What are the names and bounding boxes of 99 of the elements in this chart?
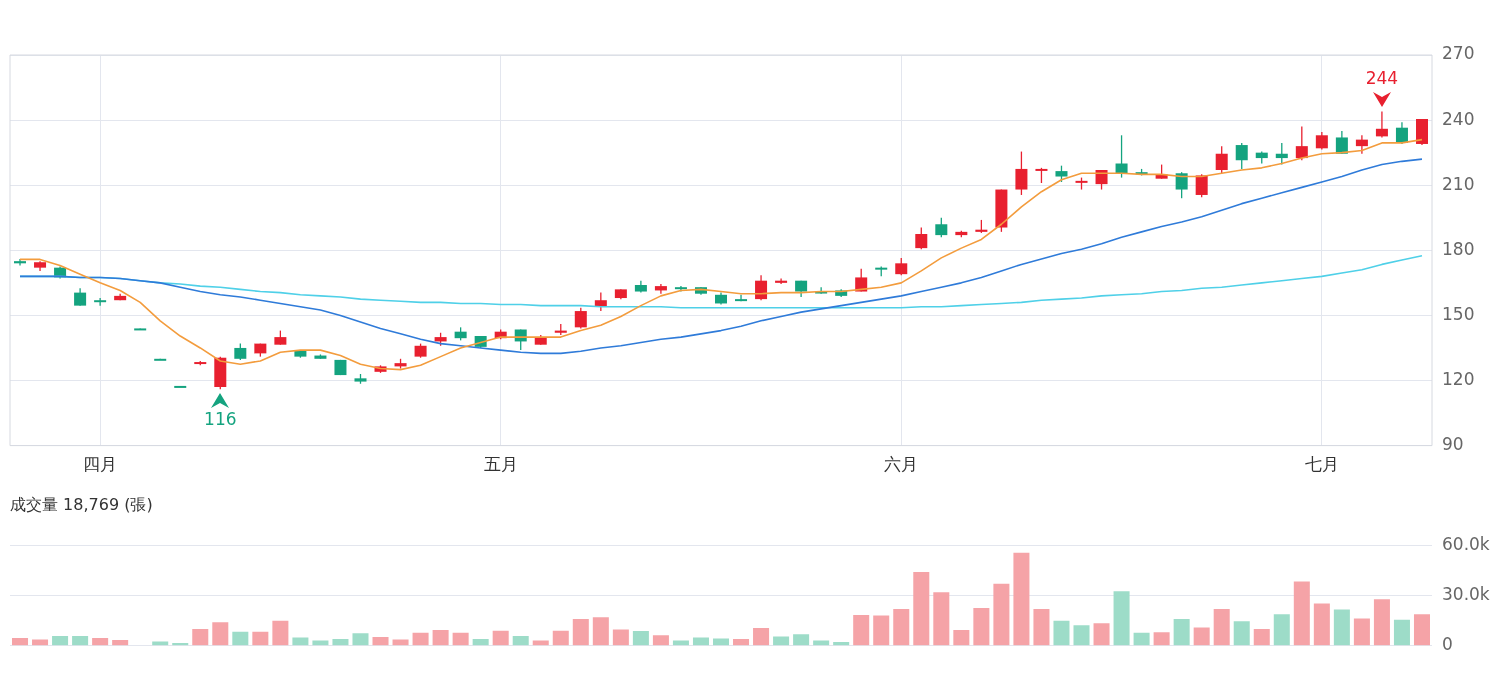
bar <box>92 637 109 646</box>
bar <box>893 608 910 646</box>
y-tick-label: 180 <box>1442 238 1475 259</box>
bar <box>472 639 489 646</box>
bar <box>933 592 950 646</box>
y-tick-label: 150 <box>1442 303 1475 324</box>
x-tick-label: 五月 <box>483 454 518 475</box>
bar <box>1033 609 1050 646</box>
bar <box>632 631 649 646</box>
bar <box>953 630 970 646</box>
bar <box>332 639 349 646</box>
candlestick <box>1275 142 1288 166</box>
bar <box>853 614 870 646</box>
candlestick <box>1375 110 1388 139</box>
x-tick-label: 四月 <box>83 454 118 475</box>
bar <box>32 639 49 646</box>
candlestick <box>1175 171 1188 199</box>
bar <box>873 615 890 646</box>
bar <box>1213 609 1230 646</box>
bar <box>1053 620 1070 646</box>
bar <box>1413 614 1430 646</box>
annotation: 116 <box>204 409 237 430</box>
candlestick <box>1235 142 1248 170</box>
bar <box>1393 619 1410 646</box>
bar <box>733 639 750 646</box>
bar <box>552 630 569 646</box>
y-tick-label: 120 <box>1442 368 1475 389</box>
bar <box>1373 599 1390 646</box>
bar <box>1173 618 1190 646</box>
bar <box>1193 627 1210 646</box>
bar <box>692 637 709 646</box>
y-tick-label: 270 <box>1442 43 1475 64</box>
bar <box>712 638 730 646</box>
bar <box>12 637 29 646</box>
bar <box>1073 625 1090 646</box>
bar <box>112 640 129 646</box>
candlestick <box>1295 125 1308 161</box>
candlestick <box>915 226 928 250</box>
bar <box>773 636 790 646</box>
bar <box>1273 614 1290 646</box>
bar <box>1253 629 1270 646</box>
bar <box>793 634 810 646</box>
bar <box>1093 623 1110 646</box>
candlestick <box>94 297 107 307</box>
bar <box>1293 581 1310 646</box>
bar <box>833 642 850 646</box>
bar <box>172 643 189 646</box>
candlestick <box>1195 173 1208 198</box>
bar <box>192 629 209 646</box>
bar <box>412 632 429 646</box>
bar <box>52 635 69 646</box>
bar <box>1153 632 1170 646</box>
bar <box>1333 609 1350 646</box>
bar <box>352 633 369 646</box>
bar <box>993 583 1010 646</box>
x-tick-label: 七月 <box>1304 454 1339 475</box>
bar <box>432 630 449 646</box>
bar <box>572 618 589 646</box>
bar <box>753 628 770 646</box>
bar <box>272 620 289 646</box>
bar <box>1113 591 1130 646</box>
y-tick-label: 30.0k <box>1442 583 1490 604</box>
candlestick <box>1335 130 1348 155</box>
bar <box>292 637 309 646</box>
bar <box>1353 618 1370 646</box>
bar <box>252 631 269 646</box>
annotation: 244 <box>1365 68 1399 89</box>
bar <box>452 632 469 646</box>
candlestick <box>735 294 748 302</box>
bar <box>1133 632 1150 646</box>
x-tick-label: 六月 <box>884 454 919 475</box>
y-tick-label: 90 <box>1442 434 1464 455</box>
bar <box>1233 621 1250 646</box>
candlestick <box>1215 145 1228 174</box>
bar <box>1313 603 1330 646</box>
bar <box>72 635 89 646</box>
bar <box>212 622 229 646</box>
candlestick <box>855 268 868 293</box>
bar <box>1013 552 1030 646</box>
bar <box>372 636 389 646</box>
candlestick <box>1355 134 1368 155</box>
candlestick <box>654 283 667 295</box>
y-tick-label: 60.0k <box>1442 533 1490 554</box>
bar <box>232 631 249 646</box>
candlestick <box>1015 150 1028 196</box>
bar <box>652 635 669 646</box>
chart-title: 成交量 18,769 (張) <box>10 494 153 514</box>
bar <box>913 572 930 646</box>
bar <box>392 639 409 646</box>
bar <box>612 629 629 646</box>
y-tick-label: 210 <box>1442 173 1475 194</box>
y-tick-label: 240 <box>1442 108 1475 129</box>
bar <box>492 630 509 646</box>
y-tick-label: 0 <box>1442 634 1453 655</box>
bar <box>973 608 990 646</box>
candlestick <box>574 307 587 330</box>
candlestick <box>935 217 948 238</box>
bar <box>512 635 529 646</box>
bar <box>592 617 609 646</box>
